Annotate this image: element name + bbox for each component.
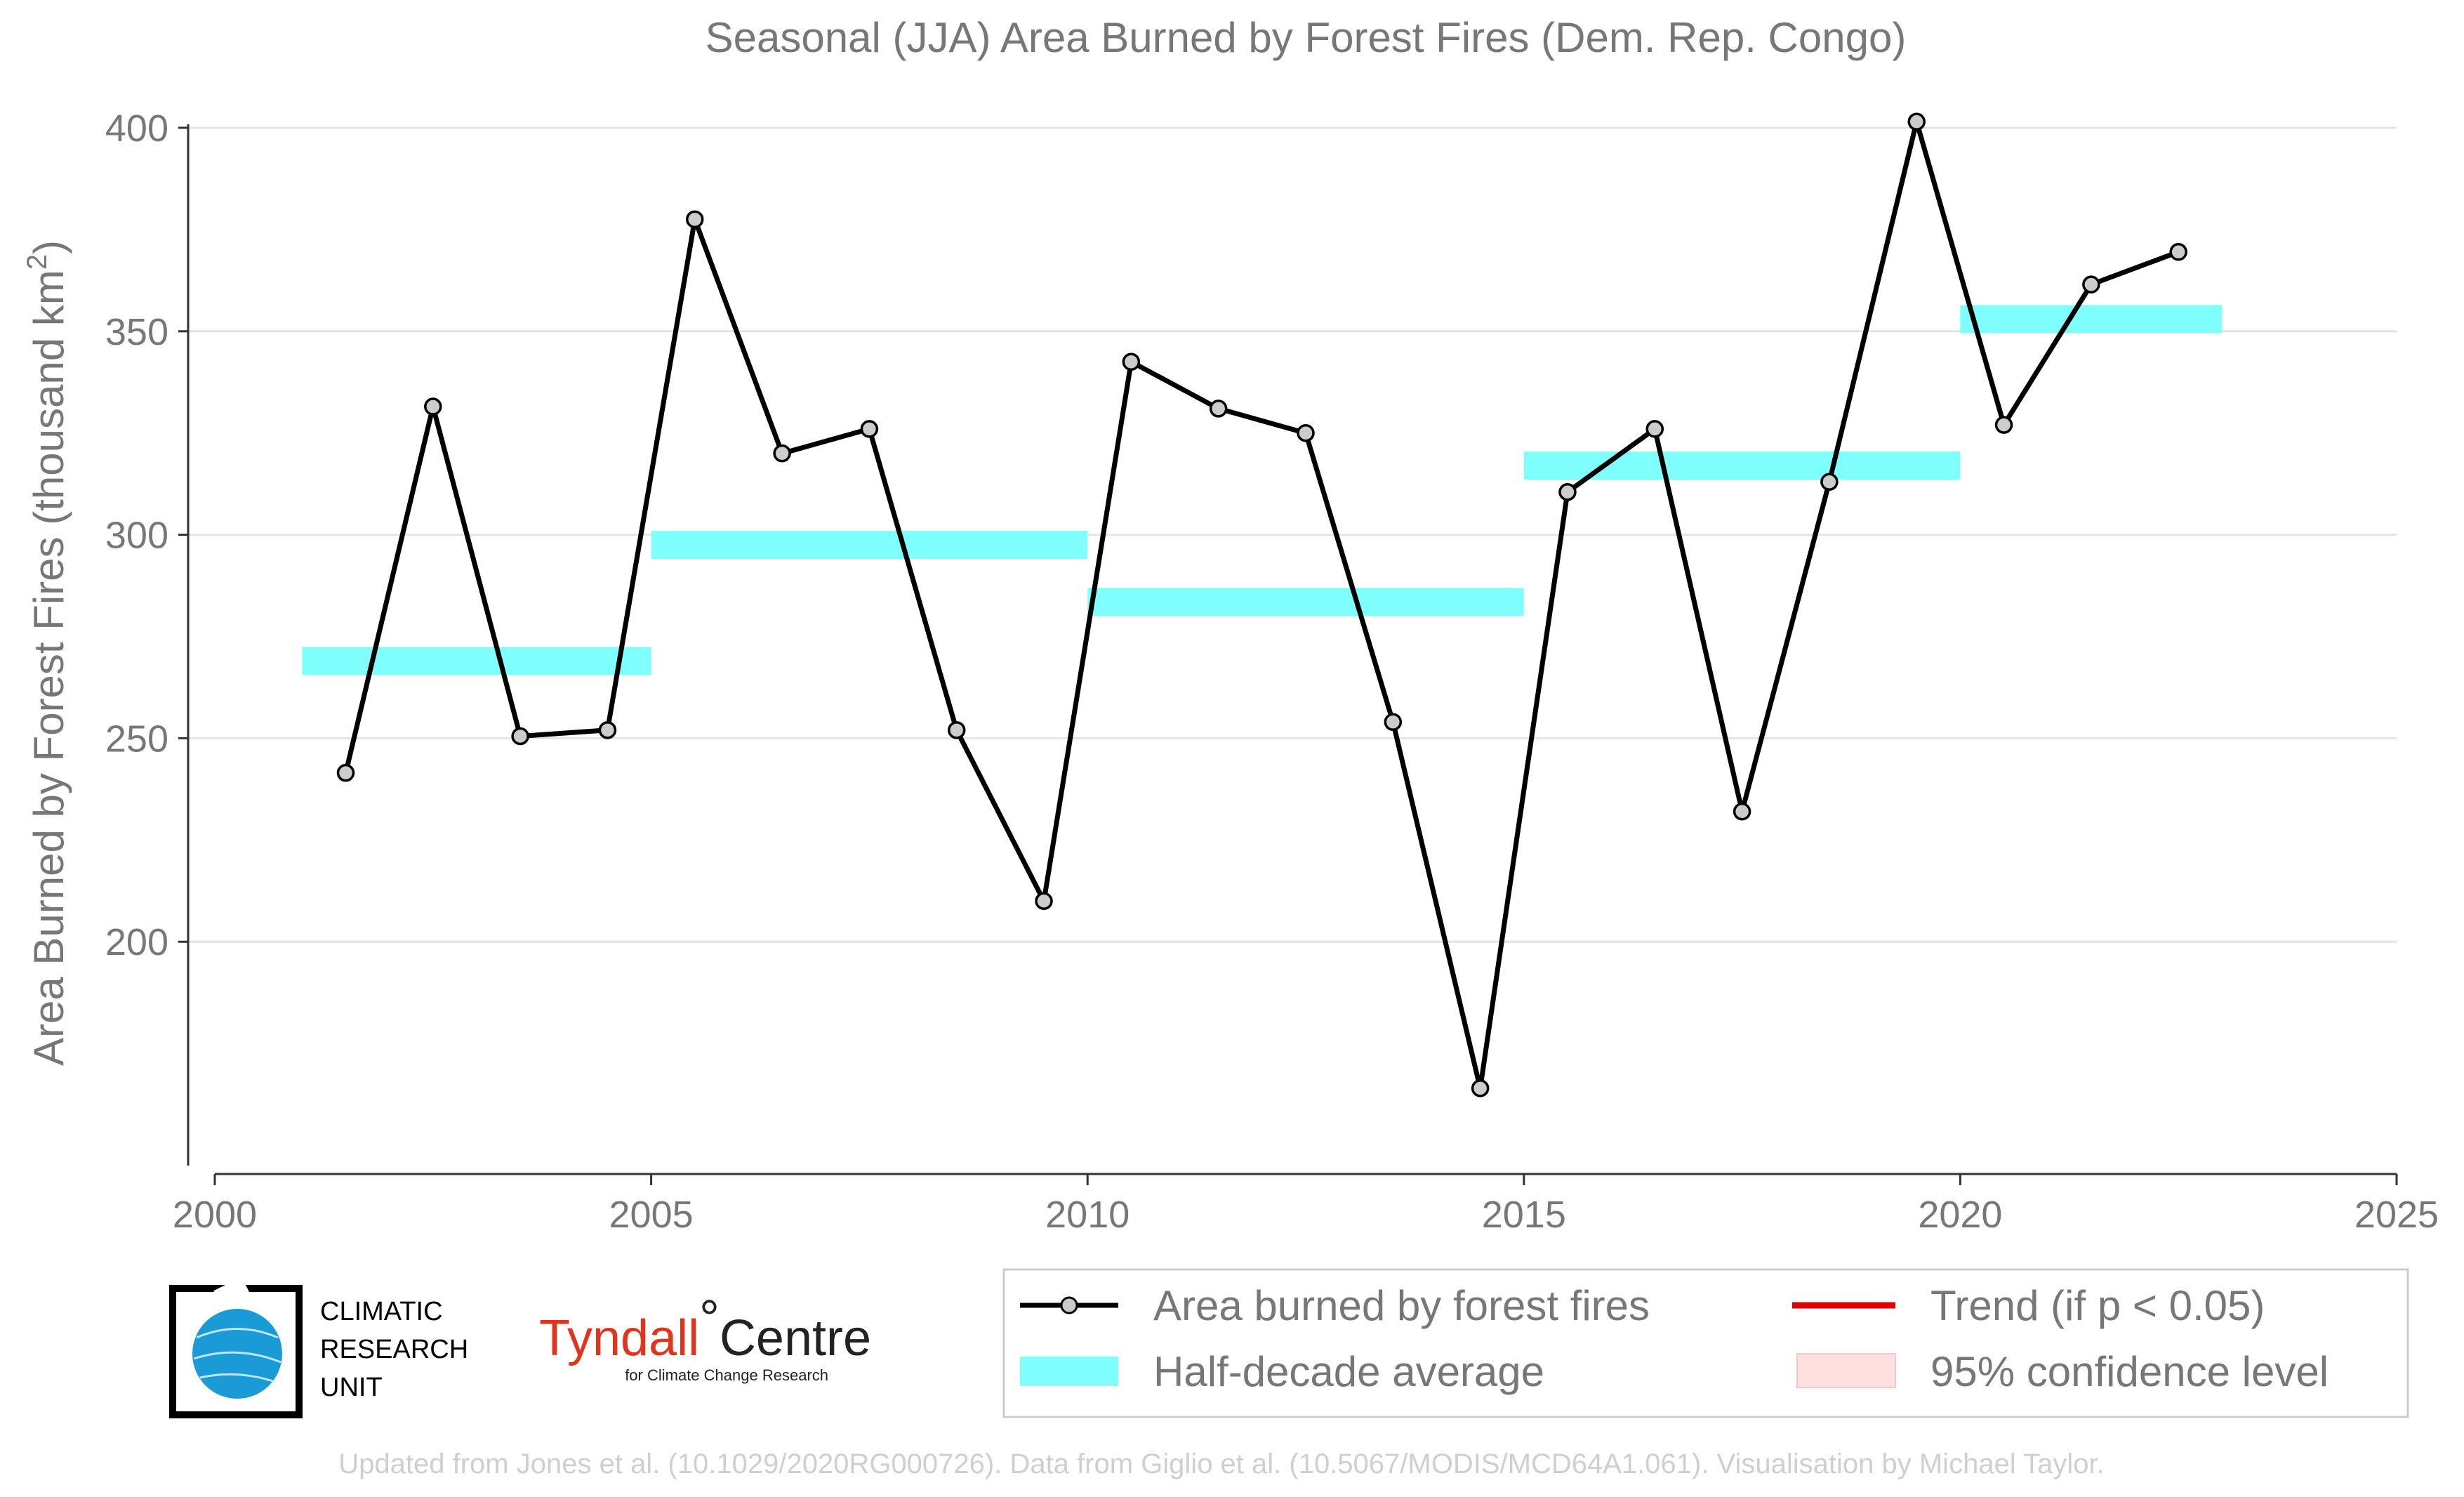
x-tick-label: 2015 bbox=[1482, 1194, 1566, 1236]
legend-box bbox=[1002, 1268, 2409, 1418]
legend-item-area-burned: Area burned by forest fires bbox=[1020, 1282, 1650, 1329]
data-point bbox=[1907, 112, 1926, 131]
data-point bbox=[1994, 416, 2013, 434]
tyndall-logo-subtitle: for Climate Change Research bbox=[625, 1366, 828, 1384]
y-tick-label: 400 bbox=[105, 107, 168, 150]
data-point bbox=[336, 763, 355, 782]
axes: 200 250 300 350 400 2000 2005 2010 2015 2020 2025 bbox=[105, 107, 2439, 1236]
legend-swatch-band bbox=[1020, 1357, 1118, 1386]
legend-swatch-marker bbox=[1060, 1296, 1078, 1314]
data-point bbox=[773, 444, 791, 463]
half-decade-bar bbox=[302, 647, 651, 675]
series-points bbox=[336, 112, 2187, 1097]
half-decade-bands bbox=[302, 305, 2223, 675]
half-decade-bar bbox=[651, 531, 1088, 560]
x-tick-label: 2005 bbox=[609, 1194, 694, 1236]
y-tick-label: 200 bbox=[105, 921, 168, 963]
y-axis-label-sup: 2 bbox=[22, 254, 53, 270]
data-point bbox=[686, 210, 704, 229]
data-point bbox=[1297, 423, 1315, 442]
cru-logo-line2: RESEARCH bbox=[320, 1335, 468, 1364]
legend-label-confidence: 95% confidence level bbox=[1930, 1348, 2329, 1395]
tyndall-logo: Tyndall°Centre for Climate Change Resear… bbox=[539, 1291, 871, 1384]
x-tick-label: 2010 bbox=[1045, 1194, 1130, 1236]
legend-item-half-decade: Half-decade average bbox=[1020, 1348, 1544, 1395]
half-decade-bar bbox=[1960, 305, 2223, 334]
data-point bbox=[1384, 713, 1403, 731]
y-tick-label: 300 bbox=[105, 515, 168, 557]
data-point bbox=[860, 420, 879, 438]
chart-title: Seasonal (JJA) Area Burned by Forest Fir… bbox=[706, 14, 1907, 61]
half-decade-bar bbox=[1523, 451, 1961, 480]
legend: Area burned by forest fires Trend (if p … bbox=[1002, 1268, 2409, 1418]
tyndall-logo-title: Tyndall°Centre bbox=[539, 1291, 871, 1366]
data-point bbox=[1035, 892, 1053, 911]
data-point bbox=[2169, 243, 2187, 261]
x-tick-label: 2025 bbox=[2354, 1194, 2439, 1236]
cru-logo-line3: UNIT bbox=[320, 1373, 383, 1402]
legend-label-half-decade: Half-decade average bbox=[1153, 1348, 1544, 1395]
data-point bbox=[598, 721, 617, 739]
legend-label-trend: Trend (if p < 0.05) bbox=[1930, 1282, 2265, 1329]
grid-lines bbox=[188, 126, 2397, 943]
data-point bbox=[1471, 1079, 1490, 1097]
legend-label-area-burned: Area burned by forest fires bbox=[1153, 1282, 1650, 1329]
y-tick-label: 350 bbox=[105, 311, 168, 353]
data-point bbox=[1558, 482, 1577, 501]
series-line bbox=[343, 119, 2180, 1091]
series-line-area-burned bbox=[343, 119, 2180, 1091]
data-point bbox=[1645, 420, 1664, 438]
legend-item-confidence: 95% confidence level bbox=[1796, 1348, 2329, 1395]
y-axis-label-close: ) bbox=[25, 240, 72, 254]
data-point bbox=[2082, 275, 2100, 294]
y-tick-label: 250 bbox=[105, 718, 168, 760]
y-axis-label-main: Area Burned by Forest Fires (thousand km bbox=[25, 270, 72, 1066]
data-point bbox=[1733, 802, 1751, 821]
legend-item-trend: Trend (if p < 0.05) bbox=[1792, 1282, 2265, 1329]
cru-globe-icon bbox=[192, 1309, 282, 1399]
x-tick-label: 2020 bbox=[1918, 1194, 2002, 1236]
legend-swatch-confidence bbox=[1796, 1353, 1896, 1388]
cru-logo: CLIMATIC RESEARCH UNIT bbox=[169, 1277, 468, 1418]
data-point bbox=[1209, 400, 1228, 418]
cru-logo-line1: CLIMATIC bbox=[320, 1297, 443, 1326]
footer-credits: Updated from Jones et al. (10.1029/2020R… bbox=[338, 1449, 2104, 1479]
data-point bbox=[511, 727, 529, 746]
y-axis-label: Area Burned by Forest Fires (thousand km… bbox=[22, 240, 72, 1066]
data-point bbox=[424, 397, 442, 416]
half-decade-bar bbox=[1087, 588, 1524, 616]
x-tick-label: 2000 bbox=[173, 1194, 257, 1236]
data-point bbox=[1820, 473, 1839, 492]
data-point bbox=[1122, 352, 1141, 371]
data-point bbox=[947, 721, 966, 739]
